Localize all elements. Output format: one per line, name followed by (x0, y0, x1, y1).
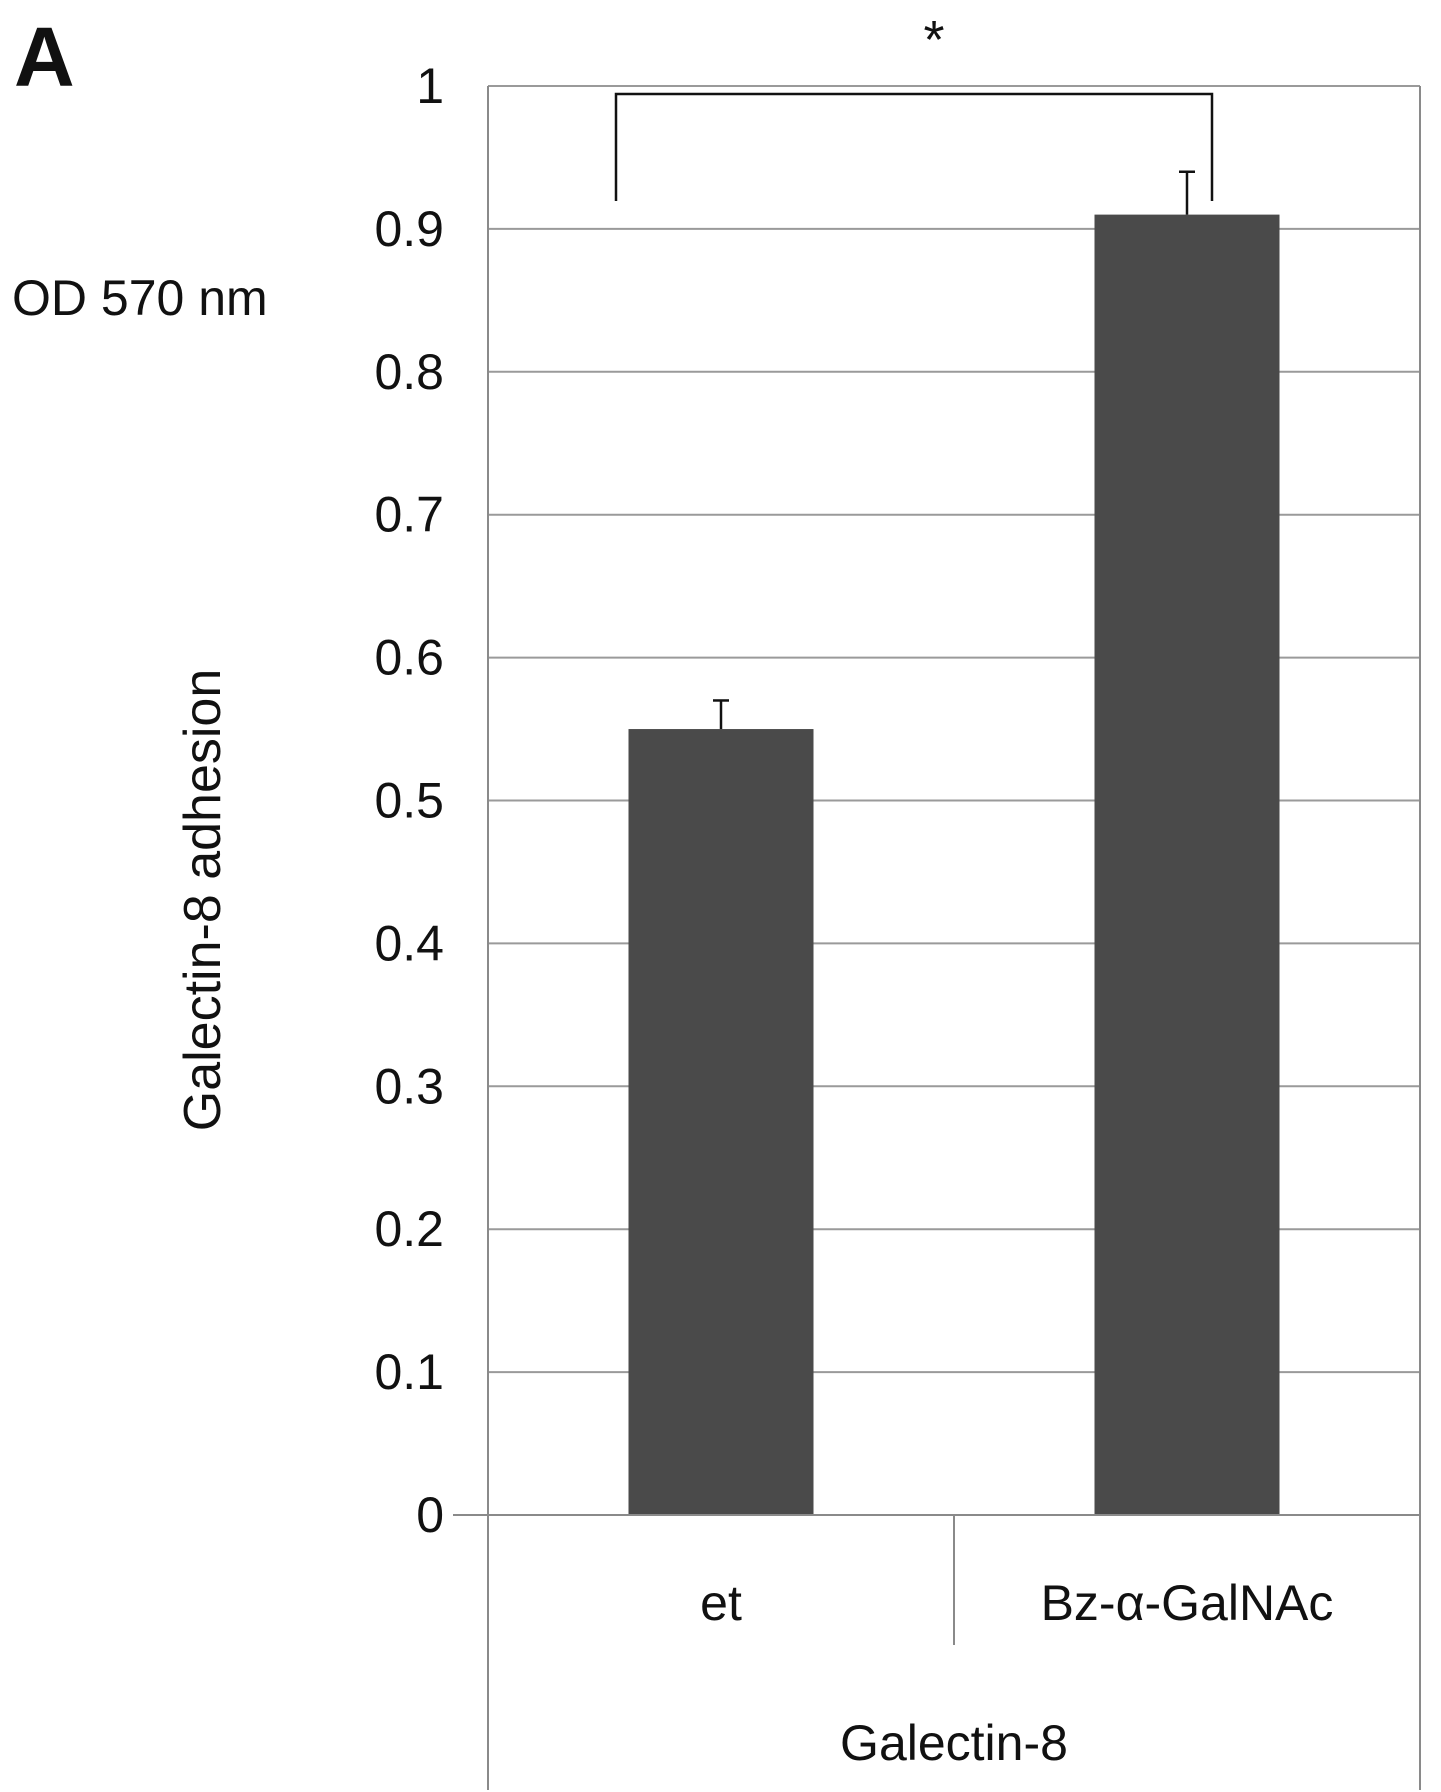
bar (1094, 214, 1280, 1516)
y-tick-label: 0.1 (374, 1344, 444, 1400)
x-group-label: Galectin-8 (840, 1715, 1068, 1771)
bars (628, 214, 1280, 1516)
y-tick-label: 0.7 (374, 487, 444, 543)
y-tick-label: 0.3 (374, 1058, 444, 1114)
x-tick-label: Bz-α-GalNAc (1041, 1575, 1334, 1631)
bracket-line (614, 92, 1214, 201)
significance-bracket: * (614, 10, 1214, 201)
y-tick-label: 0.4 (374, 915, 444, 971)
y-tick-label: 0.8 (374, 344, 444, 400)
x-tick-label: et (700, 1575, 742, 1631)
x-axis: et Bz-α-GalNAc Galectin-8 (453, 86, 1421, 1790)
y-tick-label: 0.5 (374, 773, 444, 829)
y-axis-label: Galectin-8 adhesion (174, 669, 232, 1132)
y-tick-labels: 0 0.1 0.2 0.3 0.4 0.5 0.6 0.7 0.8 0.9 1 (374, 58, 444, 1543)
y-tick-label: 0.2 (374, 1201, 444, 1257)
y-tick-label: 0.6 (374, 630, 444, 686)
y-tick-label: 0 (416, 1487, 444, 1543)
significance-label: * (923, 10, 944, 70)
y-unit-label: OD 570 nm (12, 270, 268, 326)
y-tick-label: 0.9 (374, 201, 444, 257)
y-tick-label: 1 (416, 58, 444, 114)
error-bars (713, 170, 1195, 730)
gridlines (488, 85, 1420, 1374)
panel-label: A (14, 10, 75, 104)
bar (628, 729, 814, 1515)
